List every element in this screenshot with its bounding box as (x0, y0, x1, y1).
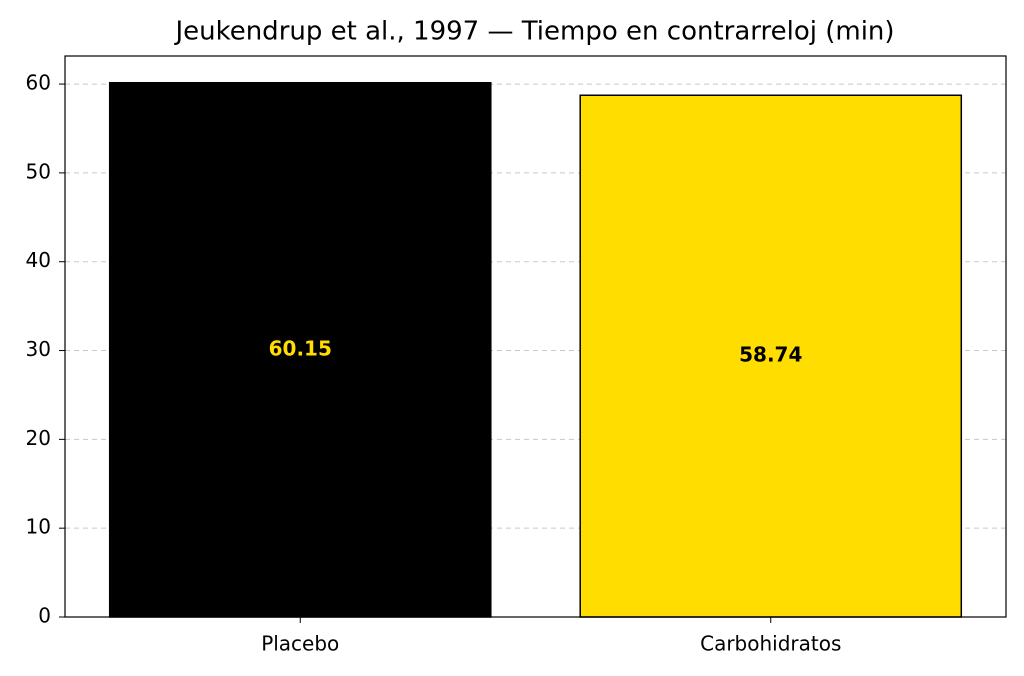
y-tick-label: 10 (26, 515, 51, 539)
x-tick-label: Placebo (261, 632, 339, 656)
bar (108, 81, 492, 618)
value-label: 58.74 (739, 343, 802, 367)
x-tick-label: Carbohidratos (700, 632, 841, 656)
y-tick-label: 30 (26, 337, 51, 361)
chart-title: Jeukendrup et al., 1997 — Tiempo en cont… (173, 17, 894, 47)
y-tick-label: 40 (26, 248, 51, 272)
y-tick-label: 60 (26, 71, 51, 95)
y-tick-label: 0 (38, 604, 51, 628)
value-label: 60.15 (269, 336, 332, 360)
bar (579, 94, 963, 618)
y-tick-label: 20 (26, 426, 51, 450)
plot-frame (64, 55, 1007, 618)
y-tick-label: 50 (26, 159, 51, 183)
